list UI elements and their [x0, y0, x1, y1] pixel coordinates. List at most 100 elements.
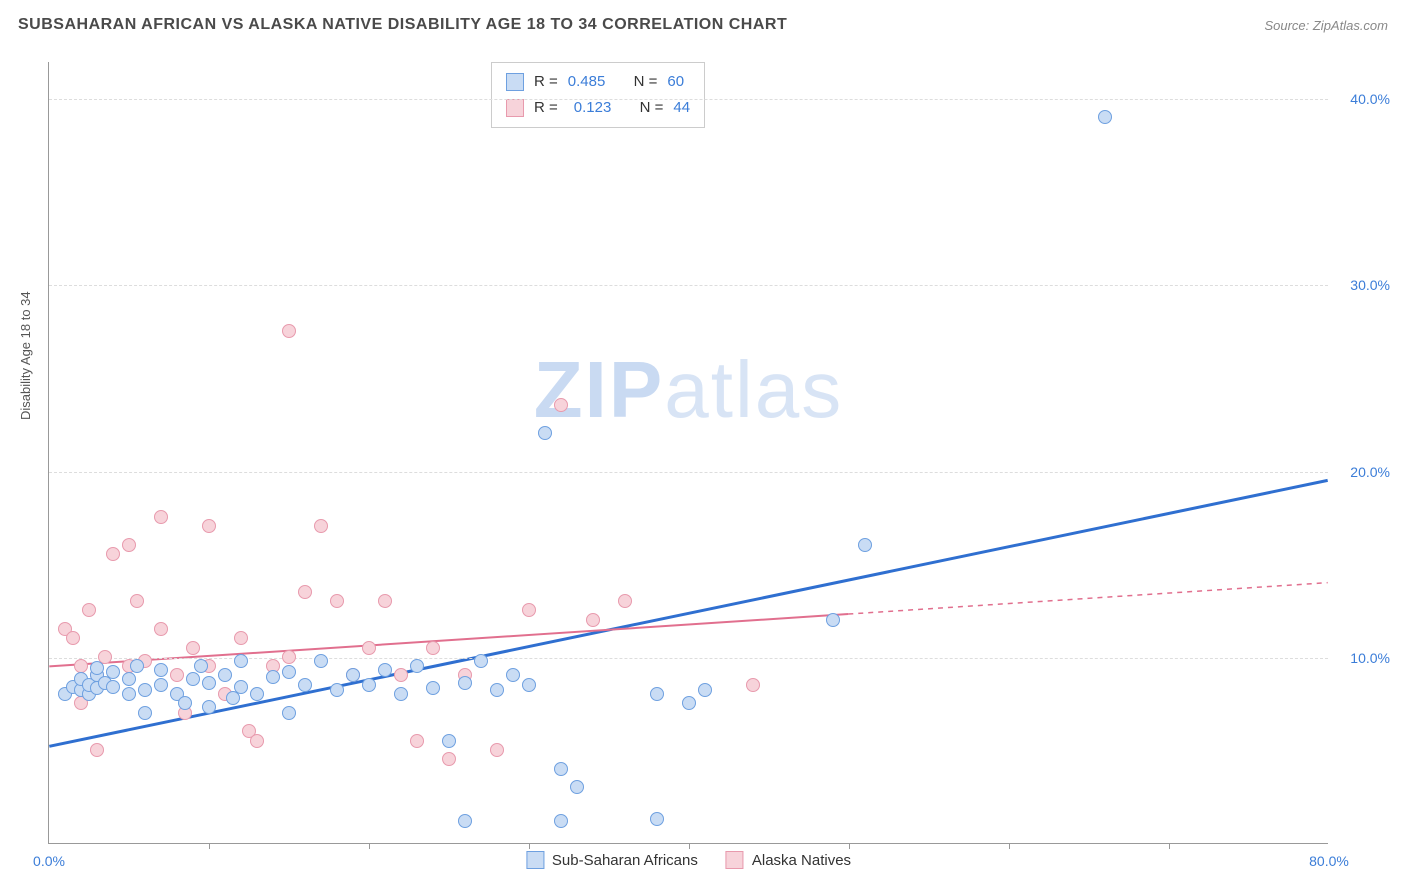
trend-lines	[49, 62, 1328, 843]
data-point-blue	[138, 683, 152, 697]
gridline	[49, 285, 1328, 286]
data-point-pink	[746, 678, 760, 692]
data-point-blue	[298, 678, 312, 692]
data-point-pink	[154, 622, 168, 636]
legend-item-pink: Alaska Natives	[726, 851, 851, 869]
scatter-chart: ZIPatlas R = 0.485 N = 60 R = 0.123 N = …	[48, 62, 1328, 844]
data-point-blue	[570, 780, 584, 794]
data-point-pink	[106, 547, 120, 561]
data-point-pink	[522, 603, 536, 617]
data-point-pink	[170, 668, 184, 682]
data-point-pink	[426, 641, 440, 655]
data-point-blue	[122, 672, 136, 686]
data-point-pink	[490, 743, 504, 757]
legend-item-blue: Sub-Saharan Africans	[526, 851, 698, 869]
data-point-blue	[282, 706, 296, 720]
data-point-blue	[106, 665, 120, 679]
x-tick-label: 80.0%	[1309, 853, 1349, 869]
data-point-blue	[554, 762, 568, 776]
data-point-pink	[234, 631, 248, 645]
y-tick-label: 40.0%	[1350, 91, 1390, 107]
data-point-blue	[330, 683, 344, 697]
stats-legend: R = 0.485 N = 60 R = 0.123 N = 44	[491, 62, 705, 128]
data-point-blue	[266, 670, 280, 684]
x-tick	[529, 843, 530, 849]
x-tick	[1169, 843, 1170, 849]
data-point-blue	[650, 687, 664, 701]
data-point-pink	[154, 510, 168, 524]
x-tick	[369, 843, 370, 849]
data-point-pink	[282, 324, 296, 338]
data-point-blue	[490, 683, 504, 697]
data-point-blue	[130, 659, 144, 673]
data-point-blue	[154, 663, 168, 677]
data-point-pink	[394, 668, 408, 682]
data-point-blue	[250, 687, 264, 701]
data-point-blue	[538, 426, 552, 440]
data-point-pink	[442, 752, 456, 766]
data-point-pink	[186, 641, 200, 655]
swatch-pink	[506, 99, 524, 117]
x-tick	[209, 843, 210, 849]
data-point-blue	[698, 683, 712, 697]
data-point-pink	[250, 734, 264, 748]
data-point-blue	[122, 687, 136, 701]
data-point-pink	[586, 613, 600, 627]
data-point-pink	[298, 585, 312, 599]
bottom-legend: Sub-Saharan Africans Alaska Natives	[526, 851, 851, 869]
data-point-blue	[410, 659, 424, 673]
data-point-pink	[618, 594, 632, 608]
data-point-blue	[234, 654, 248, 668]
data-point-blue	[186, 672, 200, 686]
watermark: ZIPatlas	[534, 344, 843, 436]
data-point-blue	[282, 665, 296, 679]
data-point-pink	[410, 734, 424, 748]
gridline	[49, 99, 1328, 100]
swatch-blue	[506, 73, 524, 91]
data-point-blue	[178, 696, 192, 710]
data-point-pink	[122, 538, 136, 552]
x-tick	[1009, 843, 1010, 849]
data-point-blue	[442, 734, 456, 748]
data-point-blue	[106, 680, 120, 694]
stats-row-blue: R = 0.485 N = 60	[506, 69, 690, 95]
trend-line-pink-extrapolated	[848, 583, 1327, 614]
data-point-blue	[314, 654, 328, 668]
data-point-pink	[378, 594, 392, 608]
y-axis-label: Disability Age 18 to 34	[18, 291, 33, 420]
data-point-pink	[282, 650, 296, 664]
data-point-blue	[194, 659, 208, 673]
data-point-blue	[554, 814, 568, 828]
data-point-blue	[682, 696, 696, 710]
y-tick-label: 30.0%	[1350, 277, 1390, 293]
swatch-pink	[726, 851, 744, 869]
data-point-blue	[506, 668, 520, 682]
data-point-blue	[154, 678, 168, 692]
chart-title: SUBSAHARAN AFRICAN VS ALASKA NATIVE DISA…	[18, 16, 787, 34]
data-point-pink	[314, 519, 328, 533]
data-point-blue	[474, 654, 488, 668]
data-point-blue	[458, 676, 472, 690]
data-point-pink	[66, 631, 80, 645]
data-point-blue	[202, 676, 216, 690]
x-tick	[689, 843, 690, 849]
y-tick-label: 10.0%	[1350, 650, 1390, 666]
y-tick-label: 20.0%	[1350, 464, 1390, 480]
data-point-pink	[74, 659, 88, 673]
data-point-blue	[650, 812, 664, 826]
source-credit: Source: ZipAtlas.com	[1264, 18, 1388, 33]
data-point-blue	[394, 687, 408, 701]
x-tick-label: 0.0%	[33, 853, 65, 869]
x-tick	[849, 843, 850, 849]
data-point-blue	[218, 668, 232, 682]
data-point-blue	[202, 700, 216, 714]
data-point-blue	[234, 680, 248, 694]
swatch-blue	[526, 851, 544, 869]
data-point-blue	[90, 661, 104, 675]
data-point-blue	[1098, 110, 1112, 124]
data-point-blue	[522, 678, 536, 692]
data-point-pink	[362, 641, 376, 655]
data-point-blue	[826, 613, 840, 627]
data-point-pink	[330, 594, 344, 608]
data-point-blue	[458, 814, 472, 828]
